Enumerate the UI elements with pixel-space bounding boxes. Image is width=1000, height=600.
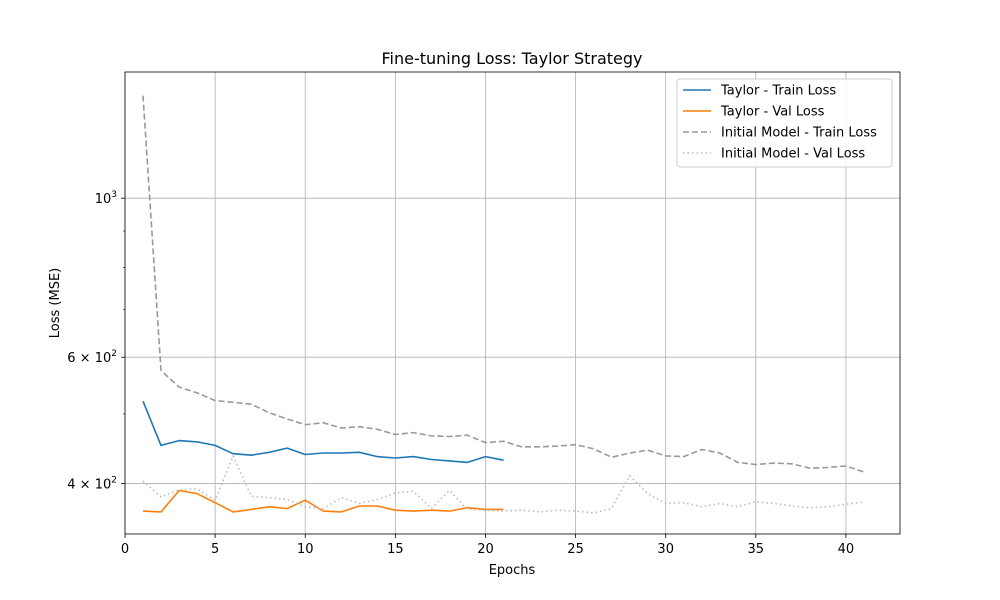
x-axis-ticks: 0 5 10 15 20 25 30 35 40 [121, 534, 854, 557]
x-tick-label: 40 [838, 542, 855, 557]
plot-frame [124, 71, 901, 535]
legend-label-2: Taylor - Val Loss [720, 105, 825, 120]
x-tick-label: 5 [211, 542, 219, 557]
grid-lines [124, 72, 900, 534]
legend-label-4: Initial Model - Val Loss [721, 147, 865, 162]
series-line-1 [142, 400, 504, 464]
x-tick-label: 25 [567, 542, 584, 557]
chart-title: Fine-tuning Loss: Taylor Strategy [381, 49, 642, 68]
x-tick-label: 15 [387, 542, 404, 557]
x-tick-label: 35 [748, 542, 765, 557]
x-tick-label: 0 [121, 542, 129, 557]
y-axis-ticks: 4 × 102 6 × 102 103 [67, 190, 125, 492]
series-line-2 [142, 489, 504, 513]
series-lines [142, 95, 865, 514]
y-axis-label: Loss (MSE) [48, 268, 63, 338]
x-tick-label: 20 [477, 542, 494, 557]
x-axis-label: Epochs [489, 563, 536, 578]
legend-box [676, 78, 893, 168]
legend-label-1: Taylor - Train Loss [720, 84, 836, 99]
x-tick-label: 10 [297, 542, 314, 557]
y-tick-label: 6 × 102 [67, 349, 117, 366]
x-tick-label: 30 [657, 542, 674, 557]
legend-label-3: Initial Model - Train Loss [721, 126, 877, 141]
series-line-3 [142, 95, 865, 473]
legend: Taylor - Train Loss Taylor - Val Loss Init… [676, 78, 893, 168]
y-tick-label: 103 [95, 190, 117, 207]
y-tick-label: 4 × 102 [67, 475, 117, 492]
